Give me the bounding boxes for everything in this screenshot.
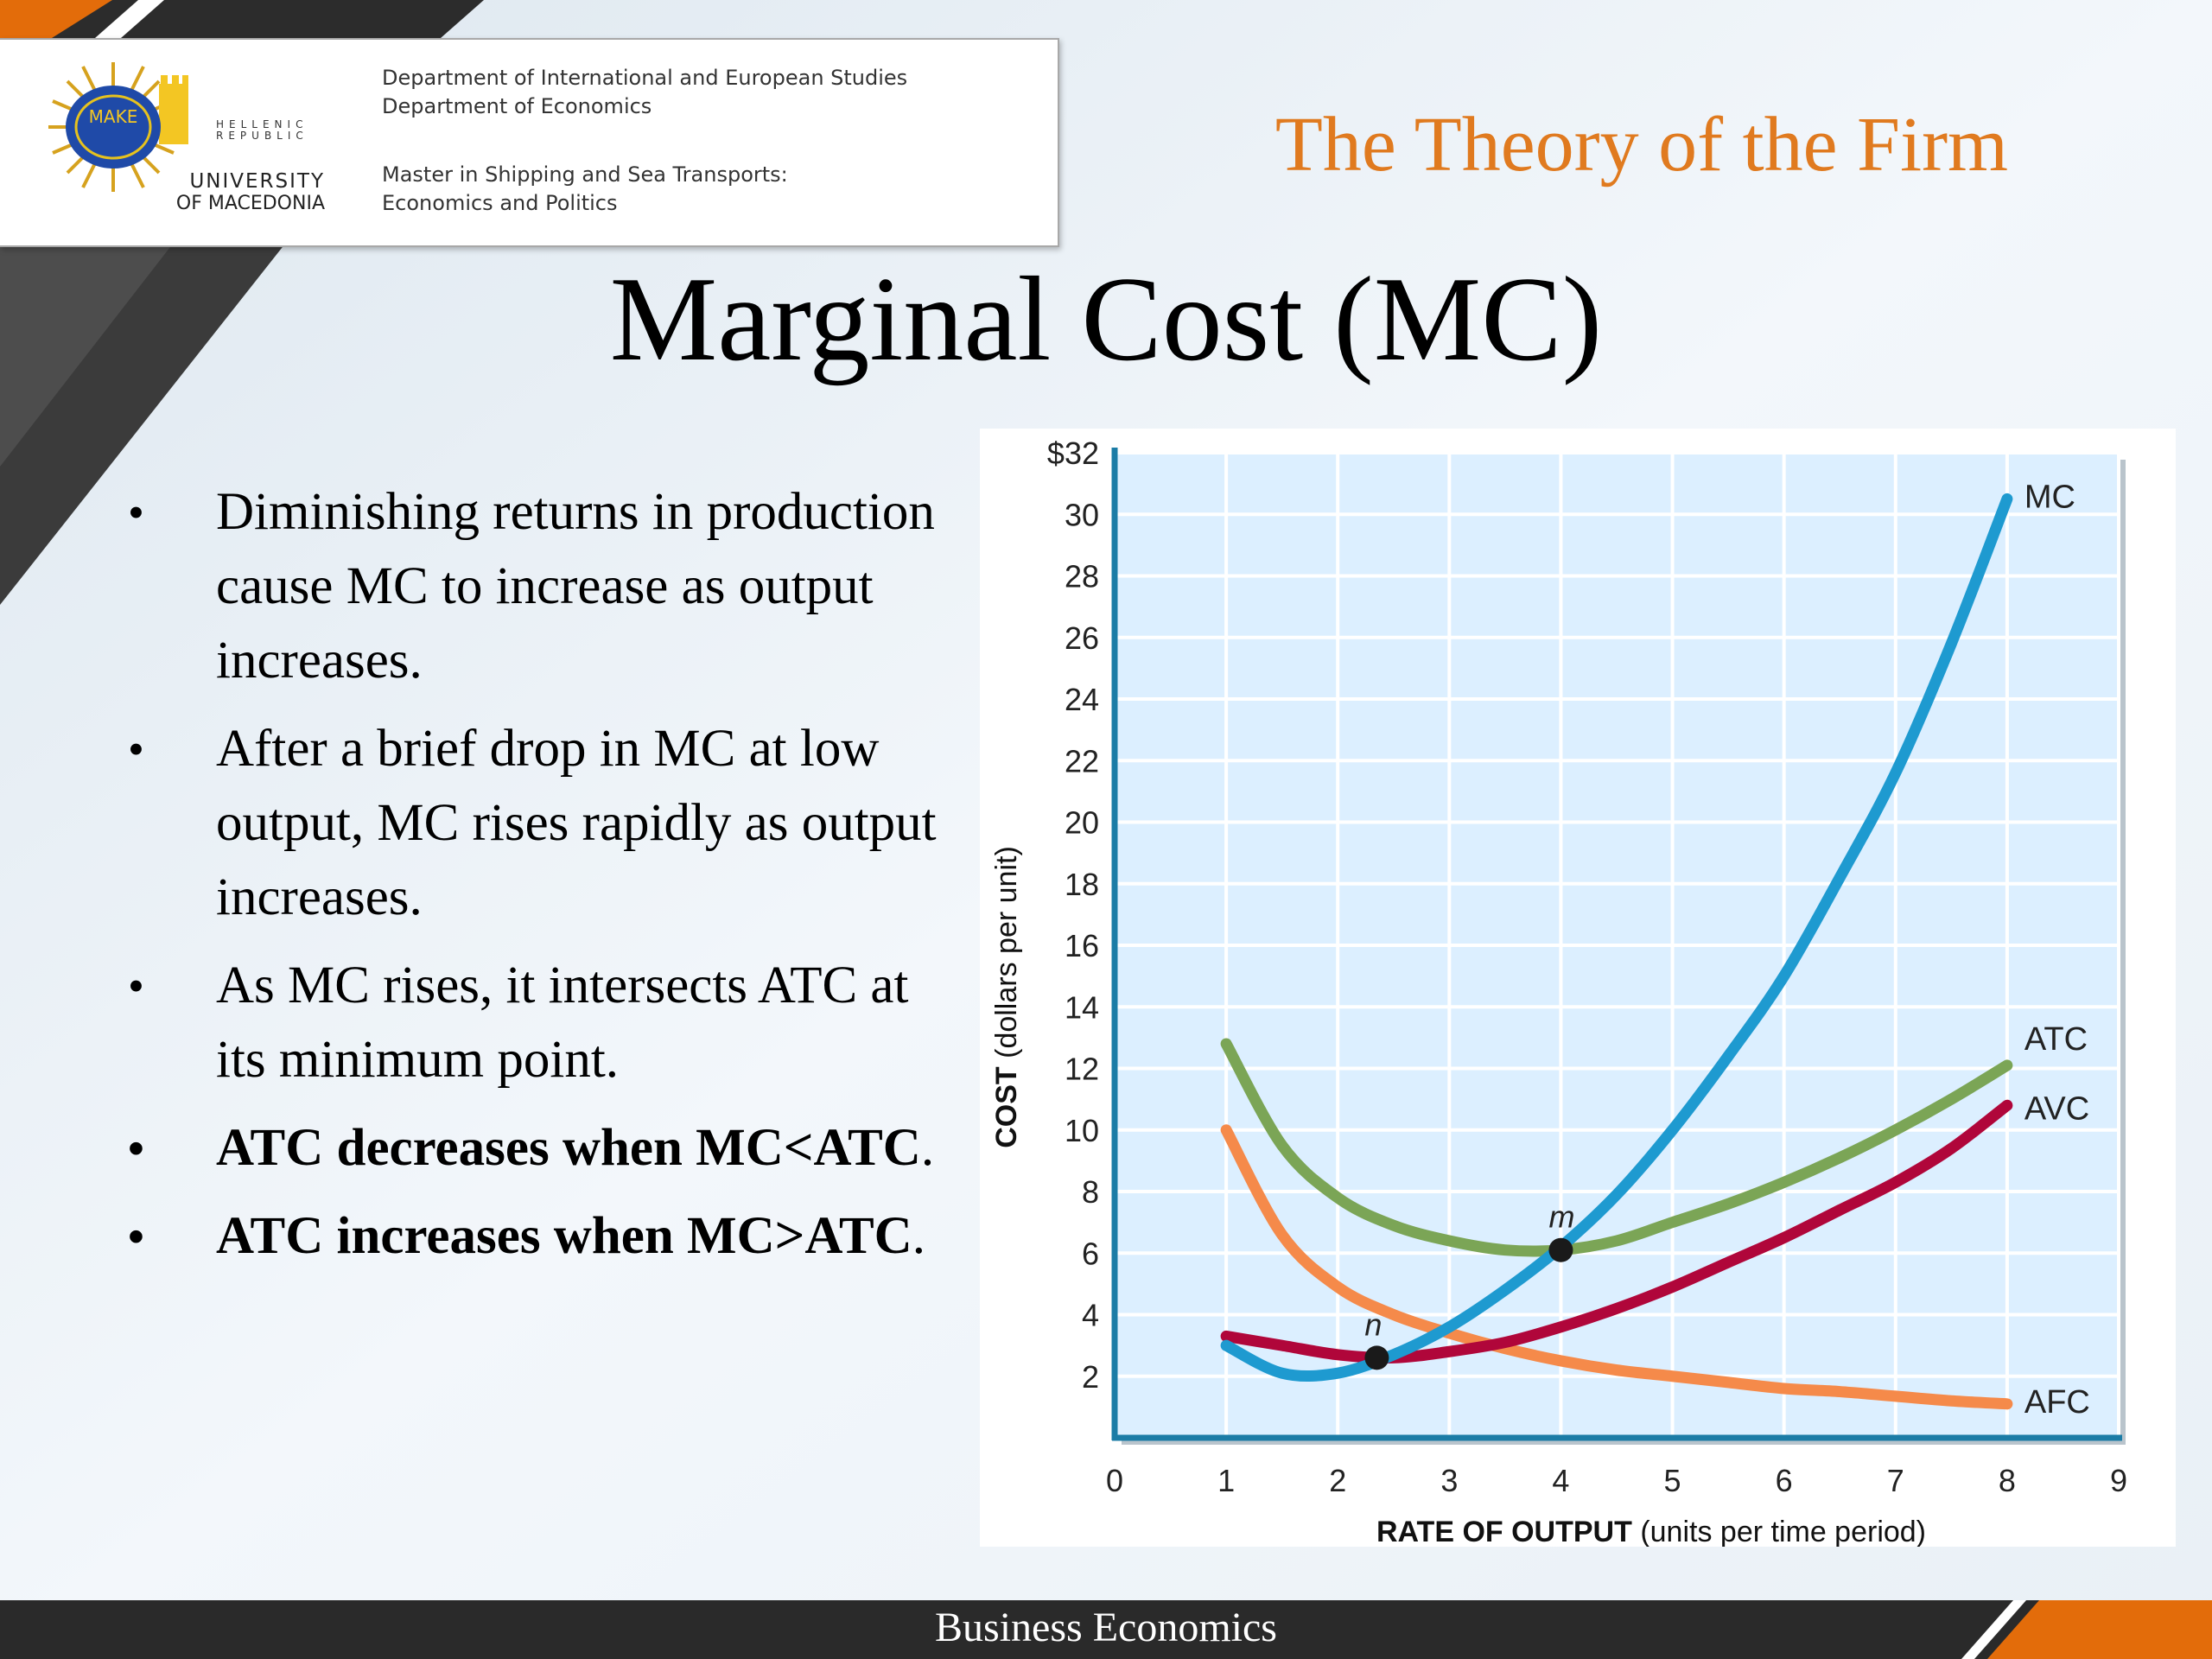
y-tick-label: 10	[1065, 1113, 1099, 1148]
x-tick-label: 9	[2110, 1463, 2127, 1498]
x-tick-label: 2	[1329, 1463, 1346, 1498]
y-tick-label: 20	[1065, 805, 1099, 841]
point-n	[1364, 1345, 1389, 1370]
series-line-avc	[1220, 1099, 2013, 1363]
y-tick-label: 4	[1082, 1298, 1099, 1333]
y-tick-label: 2	[1082, 1359, 1099, 1395]
master-block: Master in Shipping and Sea Transports: E…	[382, 161, 788, 218]
point-m	[1548, 1237, 1573, 1262]
x-axis-label-bold: RATE OF OUTPUT	[1376, 1516, 1632, 1547]
university-name-line2: OF MACEDONIA	[175, 193, 325, 214]
x-tick-label: 0	[1106, 1463, 1123, 1498]
y-tick-label: $32	[1047, 435, 1099, 471]
y-tick-label: 8	[1082, 1174, 1099, 1210]
series-label-atc: ATC	[2024, 1021, 2088, 1058]
bullet-text: As MC rises, it intersects ATC at its mi…	[216, 957, 909, 1089]
x-tick-label: 1	[1217, 1463, 1235, 1498]
footer-text: Business Economics	[935, 1605, 1277, 1650]
series-label-mc: MC	[2024, 479, 2075, 515]
department-block: Department of International and European…	[382, 64, 907, 121]
logo-text: MAKE	[89, 106, 138, 127]
y-tick-label: 18	[1065, 867, 1099, 902]
bullet-item: Diminishing returns in production cause …	[128, 475, 957, 698]
slide-title: Marginal Cost (MC)	[609, 252, 1603, 386]
y-tick-label: 22	[1065, 743, 1099, 779]
bullet-text: ATC increases when MC>ATC	[216, 1207, 912, 1265]
master-line1: Master in Shipping and Sea Transports:	[382, 162, 788, 187]
series-line-atc	[1220, 1038, 2013, 1257]
point-label-n: n	[1364, 1306, 1382, 1342]
x-tick-label: 4	[1552, 1463, 1569, 1498]
university-name: UNIVERSITY OF MACEDONIA	[159, 170, 325, 215]
y-tick-label: 12	[1065, 1052, 1099, 1087]
bullet-text: ATC decreases when MC<ATC	[216, 1119, 921, 1177]
y-axis-label-bold: COST	[990, 1066, 1023, 1148]
point-label-m: m	[1548, 1199, 1574, 1235]
y-tick-label: 24	[1065, 682, 1099, 717]
y-tick-label: 16	[1065, 928, 1099, 963]
x-tick-label: 7	[1887, 1463, 1904, 1498]
bullet-item: As MC rises, it intersects ATC at its mi…	[128, 949, 957, 1097]
bullet-item: ATC decreases when MC<ATC.	[128, 1111, 957, 1185]
y-tick-label: 14	[1065, 989, 1099, 1025]
x-tick-label: 5	[1664, 1463, 1681, 1498]
y-axis-label: COST (dollars per unit)	[990, 846, 1023, 1148]
university-logo-icon: MAKE	[48, 62, 188, 192]
x-tick-label: 3	[1440, 1463, 1458, 1498]
bullet-text: After a brief drop in MC at low output, …	[216, 720, 937, 926]
bullet-item: ATC increases when MC>ATC.	[128, 1199, 957, 1274]
x-axis-label-rest: (units per time period)	[1632, 1516, 1926, 1547]
y-axis-label-rest: (dollars per unit)	[990, 846, 1023, 1066]
y-tick-label: 6	[1082, 1236, 1099, 1271]
bullet-item: After a brief drop in MC at low output, …	[128, 712, 957, 935]
bullet-text: Diminishing returns in production cause …	[216, 483, 935, 690]
university-name-line1: UNIVERSITY	[189, 170, 325, 193]
y-tick-label: 26	[1065, 620, 1099, 656]
x-tick-label: 8	[1999, 1463, 2016, 1498]
hellenic-republic-text: HELLENIC REPUBLIC	[216, 118, 308, 142]
series-label-afc: AFC	[2024, 1384, 2090, 1421]
section-title: The Theory of the Firm	[1274, 102, 2009, 188]
y-tick-label: 30	[1065, 497, 1099, 532]
department-line2: Department of Economics	[382, 94, 652, 118]
bullet-period: .	[912, 1207, 925, 1265]
x-tick-label: 6	[1776, 1463, 1793, 1498]
bullet-period: .	[920, 1119, 935, 1177]
master-line2: Economics and Politics	[382, 191, 618, 215]
y-tick-label: 28	[1065, 559, 1099, 594]
series-line-afc	[1220, 1124, 2013, 1410]
x-axis-label: RATE OF OUTPUT (units per time period)	[1376, 1516, 1926, 1547]
series-label-avc: AVC	[2024, 1090, 2089, 1127]
bullet-list: Diminishing returns in production cause …	[128, 475, 957, 1287]
department-line1: Department of International and European…	[382, 66, 908, 90]
